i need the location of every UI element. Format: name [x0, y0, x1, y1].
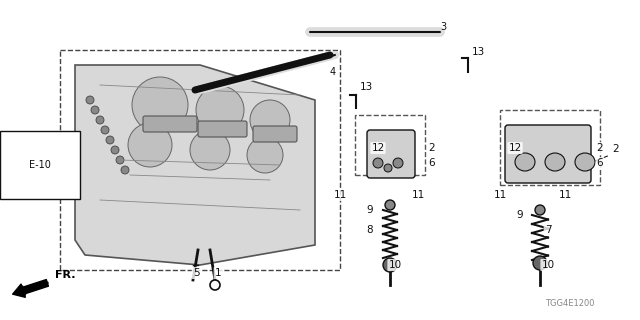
Text: 2: 2 — [429, 143, 435, 153]
Text: 11: 11 — [333, 190, 347, 200]
Circle shape — [247, 137, 283, 173]
Circle shape — [384, 164, 392, 172]
Circle shape — [121, 166, 129, 174]
FancyArrowPatch shape — [13, 280, 49, 297]
Text: 9: 9 — [367, 205, 373, 215]
Circle shape — [385, 200, 395, 210]
Text: 5: 5 — [193, 268, 199, 278]
FancyBboxPatch shape — [253, 126, 297, 142]
Text: 9: 9 — [516, 210, 524, 220]
Text: 10: 10 — [541, 260, 555, 270]
Ellipse shape — [545, 153, 565, 171]
Ellipse shape — [515, 153, 535, 171]
Circle shape — [383, 258, 397, 272]
Text: 13: 13 — [472, 47, 485, 57]
Circle shape — [250, 100, 290, 140]
Text: 2: 2 — [612, 144, 619, 154]
FancyBboxPatch shape — [143, 116, 197, 132]
Text: 4: 4 — [330, 67, 336, 77]
Circle shape — [86, 96, 94, 104]
Text: 6: 6 — [596, 158, 604, 168]
Circle shape — [132, 77, 188, 133]
Circle shape — [101, 126, 109, 134]
FancyBboxPatch shape — [367, 130, 415, 178]
Text: 10: 10 — [388, 260, 401, 270]
FancyBboxPatch shape — [505, 125, 591, 183]
Text: 12: 12 — [371, 143, 385, 153]
Text: TGG4E1200: TGG4E1200 — [545, 299, 595, 308]
Circle shape — [535, 205, 545, 215]
Circle shape — [96, 116, 104, 124]
Circle shape — [373, 158, 383, 168]
Ellipse shape — [575, 153, 595, 171]
Circle shape — [210, 280, 220, 290]
Text: 3: 3 — [440, 22, 446, 32]
Text: 11: 11 — [558, 190, 572, 200]
Circle shape — [533, 256, 547, 270]
Circle shape — [393, 158, 403, 168]
Text: 1: 1 — [214, 268, 221, 278]
Text: 8: 8 — [367, 225, 373, 235]
Text: 6: 6 — [429, 158, 435, 168]
Text: FR.: FR. — [55, 270, 76, 280]
Circle shape — [106, 136, 114, 144]
Circle shape — [91, 106, 99, 114]
Text: 11: 11 — [412, 190, 424, 200]
Text: 13: 13 — [360, 82, 373, 92]
Text: 12: 12 — [508, 143, 522, 153]
Polygon shape — [75, 65, 315, 265]
Circle shape — [190, 130, 230, 170]
FancyBboxPatch shape — [500, 110, 600, 185]
FancyBboxPatch shape — [198, 121, 247, 137]
Text: 7: 7 — [545, 225, 551, 235]
Text: 11: 11 — [493, 190, 507, 200]
Text: E-10: E-10 — [29, 160, 51, 170]
FancyBboxPatch shape — [355, 115, 425, 175]
Circle shape — [196, 86, 244, 134]
Text: 2: 2 — [596, 143, 604, 153]
Circle shape — [116, 156, 124, 164]
Circle shape — [111, 146, 119, 154]
Circle shape — [128, 123, 172, 167]
